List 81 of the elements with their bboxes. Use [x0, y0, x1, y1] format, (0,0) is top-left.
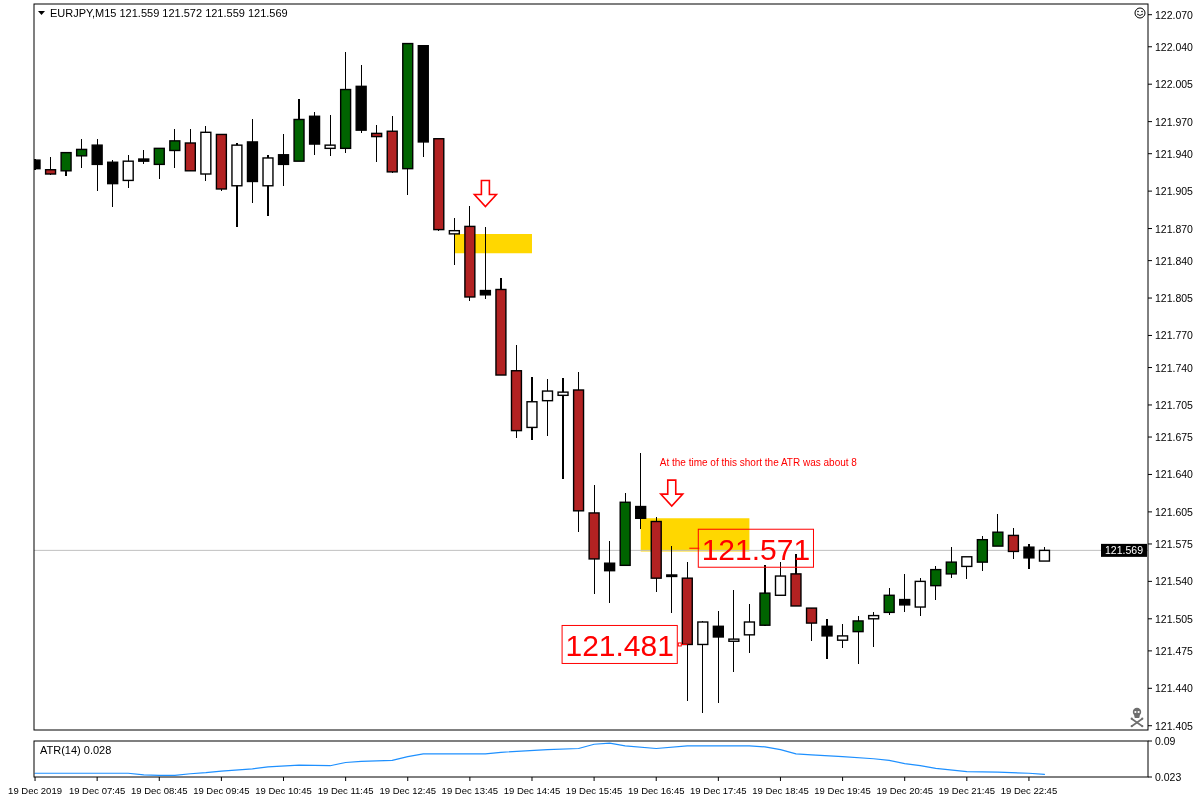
candlestick: [324, 114, 336, 157]
y-tick-label: 121.770: [1155, 329, 1194, 342]
candlestick: [743, 603, 756, 654]
candlestick: [1023, 543, 1035, 570]
candlestick: [992, 513, 1004, 547]
y-tick-label: 121.970: [1155, 115, 1194, 128]
candlestick: [479, 226, 492, 300]
x-tick-label: 19 Dec 11:45: [317, 784, 374, 796]
y-tick-label: 121.405: [1155, 719, 1194, 732]
candlestick: [945, 546, 957, 579]
y-tick-label: 121.575: [1155, 537, 1194, 550]
candlestick: [899, 573, 911, 613]
candlestick: [976, 535, 989, 572]
x-tick-label: 19 Dec 21:45: [938, 784, 996, 796]
candlestick: [153, 147, 165, 180]
x-tick-label: 19 Dec 15:45: [565, 784, 623, 796]
y-tick-label: 121.475: [1155, 644, 1194, 657]
candlestick: [169, 128, 181, 169]
y-tick-label: 121.605: [1155, 505, 1194, 518]
candlestick: [75, 138, 88, 169]
candlestick: [712, 610, 725, 704]
candlestick: [60, 151, 72, 177]
candlestick: [91, 138, 103, 192]
y-tick-label: 121.540: [1155, 575, 1194, 588]
y-tick-label: 121.705: [1155, 398, 1194, 411]
candlestick: [961, 556, 973, 580]
y-tick-label: 122.070: [1155, 8, 1194, 21]
x-tick-label: 19 Dec 12:45: [379, 784, 437, 796]
y-tick-label: 121.675: [1155, 431, 1194, 444]
y-tick-label: 121.505: [1155, 612, 1194, 625]
x-tick-label: 19 Dec 17:45: [690, 784, 747, 796]
x-tick-label: 19 Dec 22:45: [1000, 784, 1058, 796]
x-tick-label: 19 Dec 10:45: [255, 784, 312, 796]
y-tick-label: 121.640: [1155, 468, 1194, 481]
chart-title: EURJPY,M15 121.559 121.572 121.559 121.569: [50, 7, 288, 19]
candlestick: [697, 620, 709, 714]
candlestick: [1007, 527, 1020, 560]
y-tick-label: 0.023: [1155, 771, 1182, 783]
candlestick: [541, 378, 554, 437]
x-tick-label: 19 Dec 18:45: [752, 784, 809, 796]
candlestick: [883, 587, 895, 616]
x-tick-label: 19 Dec 07:45: [68, 784, 126, 796]
x-tick-label: 19 Dec 19:45: [814, 784, 871, 796]
annotation: 121.481: [565, 628, 674, 662]
candlestick: [635, 452, 647, 530]
y-tick-label: 121.740: [1155, 361, 1194, 374]
y-tick-label: 122.005: [1155, 78, 1194, 91]
ref-line-label: 121.569: [1105, 544, 1144, 557]
x-tick-label: 19 Dec 13:45: [441, 784, 499, 796]
candlestick: [821, 618, 833, 661]
candlestick: [277, 133, 290, 187]
annotation: 121.571: [701, 532, 811, 566]
candlestick: [852, 614, 864, 665]
x-tick-label: 19 Dec 08:45: [131, 784, 188, 796]
x-tick-label: 19 Dec 14:45: [503, 784, 561, 796]
y-tick-label: 121.870: [1155, 222, 1194, 235]
y-tick-label: 121.905: [1155, 185, 1194, 198]
candlestick: [930, 565, 942, 601]
x-tick-label: 19 Dec 09:45: [193, 784, 250, 796]
y-tick-label: 122.040: [1155, 40, 1194, 53]
x-tick-label: 19 Dec 16:45: [627, 784, 685, 796]
annotation: At the time of this short the ATR was about 8: [659, 456, 858, 468]
candlestick: [728, 589, 740, 673]
y-tick-label: 121.840: [1155, 254, 1194, 267]
line-series: [34, 742, 1046, 776]
y-tick-label: 0.09: [1155, 735, 1176, 747]
candlestick: [557, 377, 569, 480]
candlestick: [122, 154, 134, 189]
candlestick: [867, 611, 880, 648]
candlestick: [666, 545, 678, 615]
candlestick: [774, 561, 787, 596]
y-tick-label: 121.805: [1155, 292, 1194, 305]
candlestick: [805, 607, 818, 642]
x-tick-label: 19 Dec 20:45: [876, 784, 933, 796]
candlestick: [107, 159, 119, 208]
chart-title: ATR(14) 0.028: [40, 744, 112, 756]
candlestick: [836, 623, 849, 649]
y-tick-label: 121.940: [1155, 147, 1194, 160]
x-tick-label: 19 Dec 2019: [8, 784, 62, 796]
y-tick-label: 121.440: [1155, 682, 1194, 695]
candlestick: [448, 217, 461, 266]
